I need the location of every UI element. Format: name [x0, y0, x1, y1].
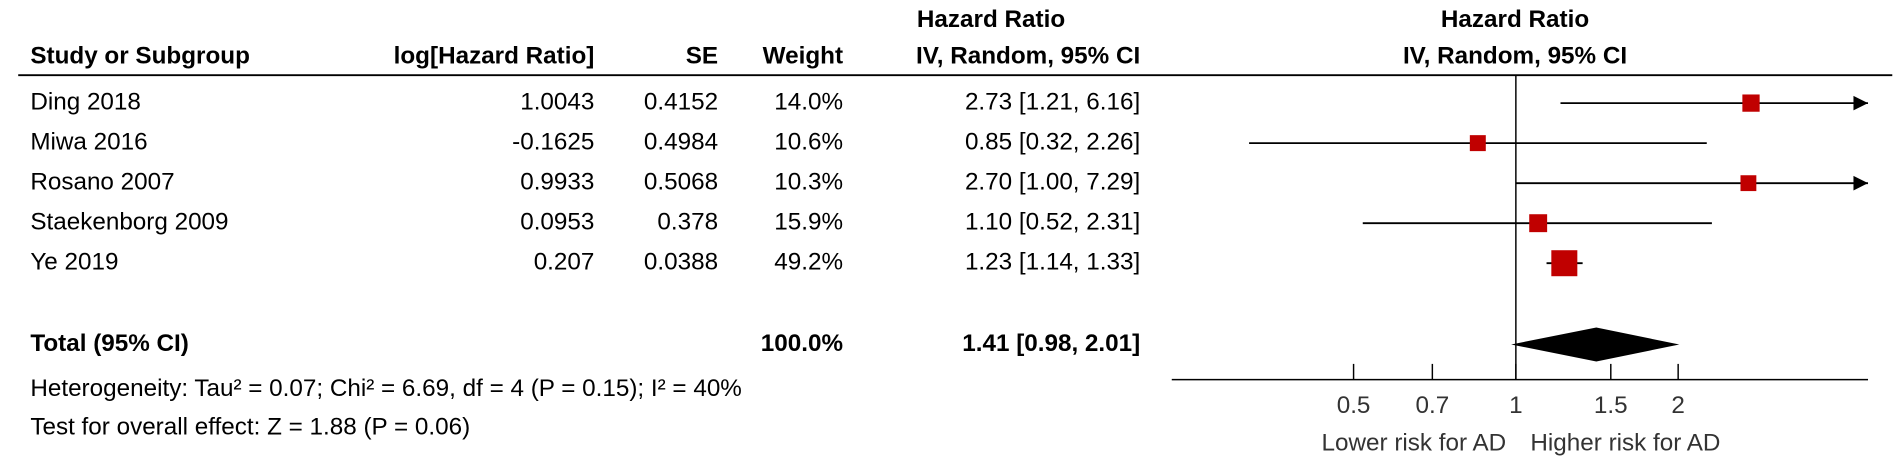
weight: 49.2% [774, 249, 843, 276]
hr-ci: 2.73 [1.21, 6.16] [965, 89, 1140, 116]
se: 0.378 [657, 209, 718, 236]
log-hr: 0.9933 [520, 169, 594, 196]
header-hr-group: Hazard Ratio [917, 6, 1065, 33]
se: 0.4152 [644, 89, 718, 116]
se: 0.4984 [644, 129, 718, 156]
x-tick-label: 0.5 [1337, 392, 1371, 419]
weight: 10.6% [774, 129, 843, 156]
plot-subtitle: IV, Random, 95% CI [1403, 42, 1627, 69]
hr-ci: 1.10 [0.52, 2.31] [965, 209, 1140, 236]
header-weight: Weight [763, 42, 843, 69]
study-name: Miwa 2016 [30, 129, 147, 156]
point-estimate [1469, 135, 1486, 152]
log-hr: 0.0953 [520, 209, 594, 236]
se: 0.0388 [644, 249, 718, 276]
ci-arrow [1853, 95, 1869, 111]
x-tick-label: 0.7 [1415, 392, 1449, 419]
point-estimate [1740, 175, 1757, 192]
hr-ci: 2.70 [1.00, 7.29] [965, 169, 1140, 196]
x-label-right: Higher risk for AD [1530, 429, 1720, 456]
weight: 10.3% [774, 169, 843, 196]
header-log-hr: log[Hazard Ratio] [394, 42, 595, 69]
overall-effect: Test for overall effect: Z = 1.88 (P = 0… [30, 414, 470, 441]
se: 0.5068 [644, 169, 718, 196]
total-label: Total (95% CI) [30, 330, 189, 357]
header-se: SE [686, 42, 718, 69]
point-estimate [1551, 250, 1578, 277]
header-study: Study or Subgroup [30, 42, 250, 69]
study-name: Staekenborg 2009 [30, 209, 228, 236]
weight: 15.9% [774, 209, 843, 236]
total-weight: 100.0% [761, 330, 843, 357]
x-tick-label: 2 [1671, 392, 1685, 419]
hr-ci: 0.85 [0.32, 2.26] [965, 129, 1140, 156]
hr-ci: 1.23 [1.14, 1.33] [965, 249, 1140, 276]
x-label-left: Lower risk for AD [1322, 429, 1507, 456]
study-name: Ding 2018 [30, 89, 141, 116]
x-tick-label: 1.5 [1594, 392, 1628, 419]
study-name: Rosano 2007 [30, 169, 174, 196]
ci-arrow [1853, 175, 1869, 191]
total-estimate: 1.41 [0.98, 2.01] [962, 330, 1140, 357]
plot-title: Hazard Ratio [1441, 6, 1589, 33]
heterogeneity: Heterogeneity: Tau² = 0.07; Chi² = 6.69,… [30, 375, 742, 402]
point-estimate [1529, 214, 1548, 233]
x-tick-label: 1 [1509, 392, 1523, 419]
log-hr: 1.0043 [520, 89, 594, 116]
header-hr-method: IV, Random, 95% CI [916, 42, 1140, 69]
log-hr: 0.207 [534, 249, 595, 276]
log-hr: -0.1625 [512, 129, 594, 156]
weight: 14.0% [774, 89, 843, 116]
study-name: Ye 2019 [30, 249, 118, 276]
total-diamond [1511, 327, 1680, 362]
point-estimate [1742, 94, 1760, 112]
